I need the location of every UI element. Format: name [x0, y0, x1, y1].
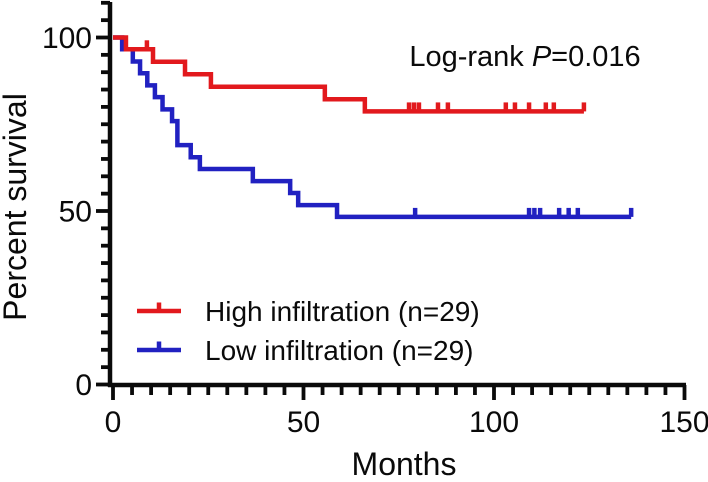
survival-curves — [113, 35, 634, 220]
legend: High infiltration (n=29) Low infiltration… — [137, 296, 480, 366]
logrank-annotation: Log-rank P=0.016 — [409, 41, 640, 73]
legend-item-low-infiltration: Low infiltration (n=29) — [137, 335, 473, 366]
axes: 0 50 100 150 0 50 100 — [42, 0, 708, 439]
logrank-prefix: Log-rank — [409, 41, 532, 73]
y-tick-label: 50 — [59, 196, 92, 229]
curve-high-infiltration — [113, 35, 584, 114]
legend-item-high-infiltration: High infiltration (n=29) — [137, 296, 480, 327]
x-tick-label: 0 — [105, 406, 122, 439]
y-tick-label: 100 — [42, 22, 92, 55]
legend-label-high-infiltration: High infiltration (n=29) — [205, 296, 480, 327]
legend-label-low-infiltration: Low infiltration (n=29) — [205, 335, 473, 366]
x-axis-title: Months — [352, 446, 457, 482]
y-tick-label: 0 — [75, 369, 92, 402]
logrank-value: =0.016 — [551, 41, 641, 73]
curve-low-infiltration — [113, 35, 632, 220]
x-tick-label: 50 — [287, 406, 320, 439]
x-tick-label: 150 — [659, 406, 708, 439]
y-axis-title: Percent survival — [0, 93, 33, 321]
x-tick-label: 100 — [469, 406, 519, 439]
logrank-p-symbol: P — [532, 41, 552, 73]
